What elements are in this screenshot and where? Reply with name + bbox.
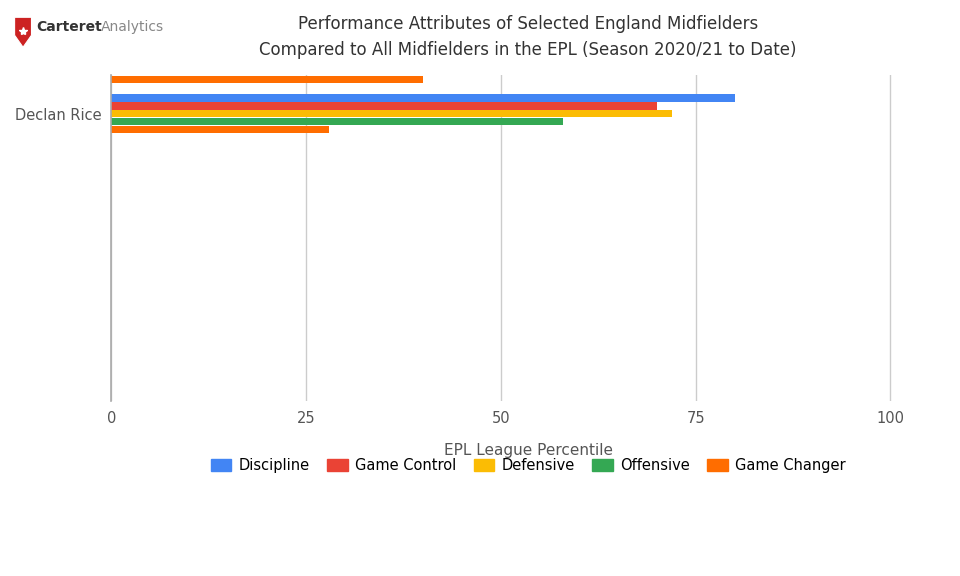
Bar xyxy=(111,76,423,84)
Bar xyxy=(111,52,828,60)
Bar xyxy=(111,69,618,75)
Bar xyxy=(111,0,501,2)
Bar xyxy=(111,26,688,33)
Legend: Discipline, Game Control, Defensive, Offensive, Game Changer: Discipline, Game Control, Defensive, Off… xyxy=(205,452,852,479)
Bar xyxy=(111,103,657,109)
Bar xyxy=(111,118,564,125)
Polygon shape xyxy=(14,17,32,47)
Bar xyxy=(111,11,618,18)
Bar xyxy=(111,3,564,10)
X-axis label: EPL League Percentile: EPL League Percentile xyxy=(444,442,612,457)
Bar xyxy=(111,126,329,133)
Text: Carteret: Carteret xyxy=(36,20,102,34)
Title: Performance Attributes of Selected England Midfielders
Compared to All Midfielde: Performance Attributes of Selected Engla… xyxy=(259,15,797,59)
Text: Analytics: Analytics xyxy=(101,20,164,34)
Bar xyxy=(111,110,672,118)
Bar xyxy=(111,18,579,26)
Bar xyxy=(111,60,564,67)
Bar xyxy=(111,45,766,52)
Bar xyxy=(111,94,734,101)
